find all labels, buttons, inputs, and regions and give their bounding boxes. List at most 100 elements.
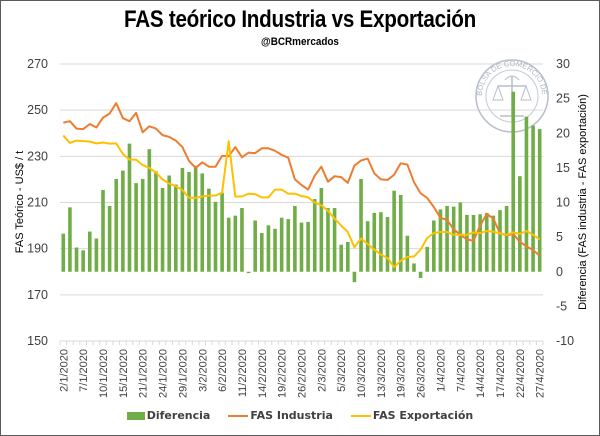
bar-diferencia: [319, 187, 324, 272]
legend-item-fas-industria[interactable]: FAS Industria: [228, 409, 333, 422]
y-right-tick-label: 5: [556, 230, 563, 244]
bar-diferencia: [279, 217, 284, 272]
y-left-tick-label: 150: [27, 334, 48, 348]
bars-diferencia: [61, 91, 542, 283]
bar-diferencia: [352, 271, 357, 283]
bar-diferencia: [465, 214, 469, 272]
bar-diferencia: [398, 194, 403, 272]
bar-diferencia: [114, 178, 119, 272]
bar-diferencia: [511, 91, 516, 272]
bar-diferencia: [207, 188, 211, 272]
bar-diferencia: [385, 217, 390, 272]
bar-diferencia: [68, 207, 72, 272]
bar-diferencia: [346, 241, 350, 272]
bar-diferencia: [173, 184, 178, 272]
bar-diferencia: [471, 214, 476, 272]
legend-item-fas-exportacion[interactable]: FAS Exportación: [350, 409, 474, 422]
bar-diferencia: [412, 263, 416, 272]
bar-diferencia: [134, 183, 138, 272]
y-left-tick-label: 230: [27, 149, 48, 163]
x-tick-label: 17/4/2020: [495, 349, 507, 398]
lines: [62, 102, 541, 269]
bar-diferencia: [445, 205, 449, 272]
y-right-tick-label: 25: [556, 92, 570, 106]
bar-diferencia: [405, 235, 410, 272]
bar-diferencia: [87, 231, 92, 272]
bar-diferencia: [187, 172, 191, 272]
y-left-tick-label: 170: [27, 288, 48, 302]
x-tick-label: 3/2/2020: [197, 349, 209, 392]
line-fas-exportacion: [62, 134, 541, 269]
bar-diferencia: [359, 178, 363, 272]
gridlines: [60, 63, 543, 342]
bar-diferencia: [193, 165, 198, 272]
bar-diferencia: [266, 225, 271, 272]
bar-diferencia: [154, 171, 158, 272]
x-tick-label: 7/1/2020: [78, 349, 90, 392]
bar-diferencia: [312, 199, 317, 272]
bar-diferencia: [107, 205, 112, 272]
bar-diferencia: [246, 271, 251, 274]
legend: Diferencia FAS Industria FAS Exportación: [0, 409, 600, 422]
bar-diferencia: [339, 244, 343, 272]
y-axis-left: 150 170 190 210 230 250 270: [27, 57, 48, 348]
bar-diferencia: [226, 217, 231, 272]
bar-diferencia: [213, 201, 218, 272]
x-tick-label: 11/2/2020: [237, 349, 249, 397]
bar-diferencia: [180, 167, 185, 272]
x-tick-label: 15/1/2020: [118, 349, 130, 398]
bar-diferencia: [531, 125, 535, 272]
legend-swatch-fas-industria: [228, 414, 249, 417]
x-tick-label: 5/3/2020: [336, 349, 348, 392]
legend-label-fas-exportacion: FAS Exportación: [372, 409, 474, 422]
x-tick-label: 10/1/2020: [98, 349, 110, 398]
bar-diferencia: [438, 209, 443, 272]
bar-diferencia: [372, 212, 377, 272]
y-right-tick-label: 10: [556, 196, 570, 210]
bar-diferencia: [101, 190, 105, 272]
bar-diferencia: [299, 222, 304, 272]
chart-subtitle: @BCRmercados: [261, 36, 339, 48]
x-tick-label: 27/4/2020: [535, 349, 547, 398]
bar-diferencia: [306, 221, 310, 272]
bar-diferencia: [147, 149, 152, 272]
legend-swatch-fas-exportacion: [350, 414, 371, 417]
legend-label-diferencia: Diferencia: [146, 409, 211, 422]
bar-diferencia: [365, 221, 370, 272]
x-tick-label: 26/2/2020: [297, 349, 309, 398]
bar-diferencia: [160, 187, 165, 272]
legend-label-fas-industria: FAS Industria: [250, 409, 333, 422]
bar-diferencia: [425, 246, 430, 272]
x-tick-label: 1/4/2020: [435, 349, 447, 392]
bar-diferencia: [326, 208, 330, 272]
y-left-tick-label: 250: [27, 103, 48, 117]
bar-diferencia: [478, 214, 482, 272]
y-right-tick-label: 20: [556, 126, 570, 140]
y-right-tick-label: 15: [556, 161, 570, 175]
x-tick-label: 26/3/2020: [416, 349, 428, 398]
bar-diferencia: [432, 220, 436, 272]
legend-item-diferencia[interactable]: Diferencia: [126, 409, 211, 422]
x-tick-label: 24/1/2020: [158, 349, 170, 398]
x-tick-label: 14/4/2020: [475, 349, 487, 398]
bar-diferencia: [451, 206, 456, 272]
x-tick-label: 7/4/2020: [455, 349, 467, 392]
bar-diferencia: [94, 238, 99, 272]
bar-diferencia: [484, 212, 489, 272]
bar-diferencia: [518, 176, 522, 272]
bar-diferencia: [200, 173, 205, 272]
bar-diferencia: [458, 202, 463, 272]
bar-diferencia: [81, 250, 85, 272]
bar-diferencia: [491, 215, 496, 272]
watermark-text: BOLSA DE COMERCIO DE ROSARIO: [0, 0, 549, 96]
y-left-tick-label: 270: [27, 57, 48, 71]
y-axis-left-title: FAS Teórico - US$ / t: [14, 151, 26, 254]
y-right-tick-label: -5: [556, 299, 567, 313]
x-tick-label: 2/3/2020: [316, 349, 328, 392]
x-tick-label: 10/3/2020: [356, 349, 368, 398]
bar-diferencia: [379, 212, 383, 272]
bar-diferencia: [121, 170, 125, 272]
bar-diferencia: [233, 215, 238, 272]
x-tick-label: 29/1/2020: [177, 349, 189, 398]
bar-diferencia: [167, 175, 171, 272]
